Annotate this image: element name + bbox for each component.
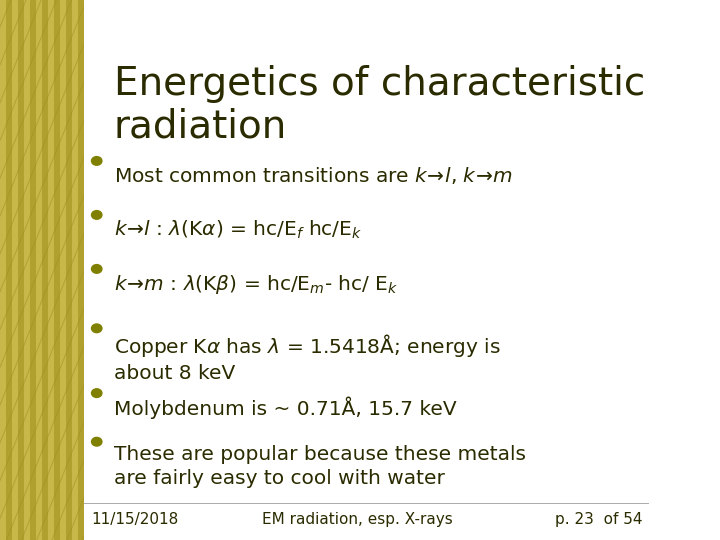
Bar — [84, 0, 649, 540]
Bar — [48, 0, 54, 540]
Text: $k\!\rightarrow\!l$ : $\lambda$(K$\alpha$) = hc/E$_f$ hc/E$_k$: $k\!\rightarrow\!l$ : $\lambda$(K$\alpha… — [114, 219, 362, 241]
Circle shape — [91, 324, 102, 333]
Bar — [12, 0, 18, 540]
Text: 11/15/2018: 11/15/2018 — [91, 512, 178, 527]
Bar — [36, 0, 42, 540]
Bar — [54, 0, 60, 540]
Text: Most common transitions are $k\!\rightarrow\!l$, $k\!\rightarrow\!m$: Most common transitions are $k\!\rightar… — [114, 165, 513, 186]
Text: Copper K$\alpha$ has $\lambda$ = 1.5418Å; energy is
about 8 keV: Copper K$\alpha$ has $\lambda$ = 1.5418Å… — [114, 332, 500, 383]
Bar — [18, 0, 24, 540]
Bar — [6, 0, 12, 540]
Bar — [78, 0, 84, 540]
Bar — [66, 0, 72, 540]
Text: Energetics of characteristic
radiation: Energetics of characteristic radiation — [114, 65, 645, 145]
Bar — [30, 0, 36, 540]
Text: $k\!\rightarrow\!m$ : $\lambda$(K$\beta$) = hc/E$_m$- hc/ E$_k$: $k\!\rightarrow\!m$ : $\lambda$(K$\beta$… — [114, 273, 398, 296]
Bar — [72, 0, 78, 540]
Bar — [24, 0, 30, 540]
Circle shape — [91, 437, 102, 446]
Circle shape — [91, 389, 102, 397]
Circle shape — [91, 265, 102, 273]
Circle shape — [91, 157, 102, 165]
Bar — [0, 0, 6, 540]
Bar — [60, 0, 66, 540]
Text: EM radiation, esp. X-rays: EM radiation, esp. X-rays — [261, 512, 452, 527]
Text: p. 23  of 54: p. 23 of 54 — [555, 512, 643, 527]
Text: These are popular because these metals
are fairly easy to cool with water: These are popular because these metals a… — [114, 446, 526, 488]
Text: Molybdenum is ~ 0.71Å, 15.7 keV: Molybdenum is ~ 0.71Å, 15.7 keV — [114, 397, 456, 420]
Circle shape — [91, 211, 102, 219]
Bar — [42, 0, 48, 540]
